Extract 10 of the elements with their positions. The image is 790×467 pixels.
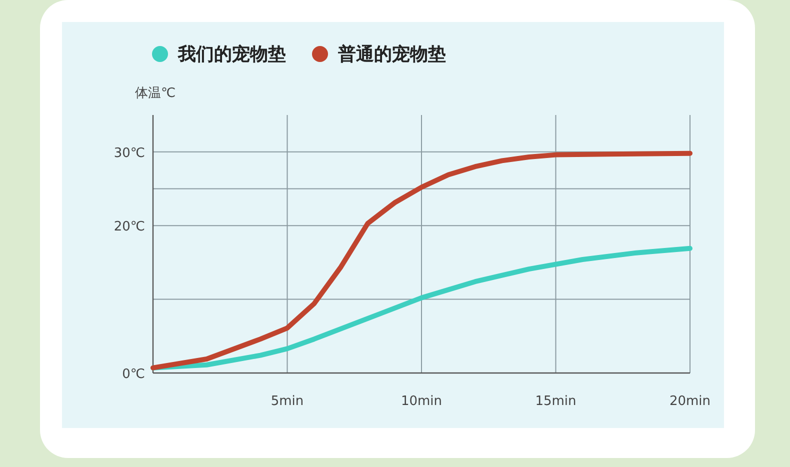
y-tick-label: 30℃ bbox=[114, 146, 145, 161]
y-tick-label: 20℃ bbox=[114, 220, 145, 235]
x-tick-label: 5min bbox=[270, 394, 304, 409]
x-tick-label: 10min bbox=[400, 394, 442, 409]
legend-label: 普通的宠物垫 bbox=[337, 44, 446, 65]
x-tick-label: 15min bbox=[535, 394, 576, 409]
x-tick-label: 20min bbox=[669, 394, 711, 409]
legend-label: 我们的宠物垫 bbox=[177, 44, 286, 65]
y-tick-label: 0℃ bbox=[122, 367, 145, 382]
y-axis-title: 体温℃ bbox=[135, 86, 176, 101]
